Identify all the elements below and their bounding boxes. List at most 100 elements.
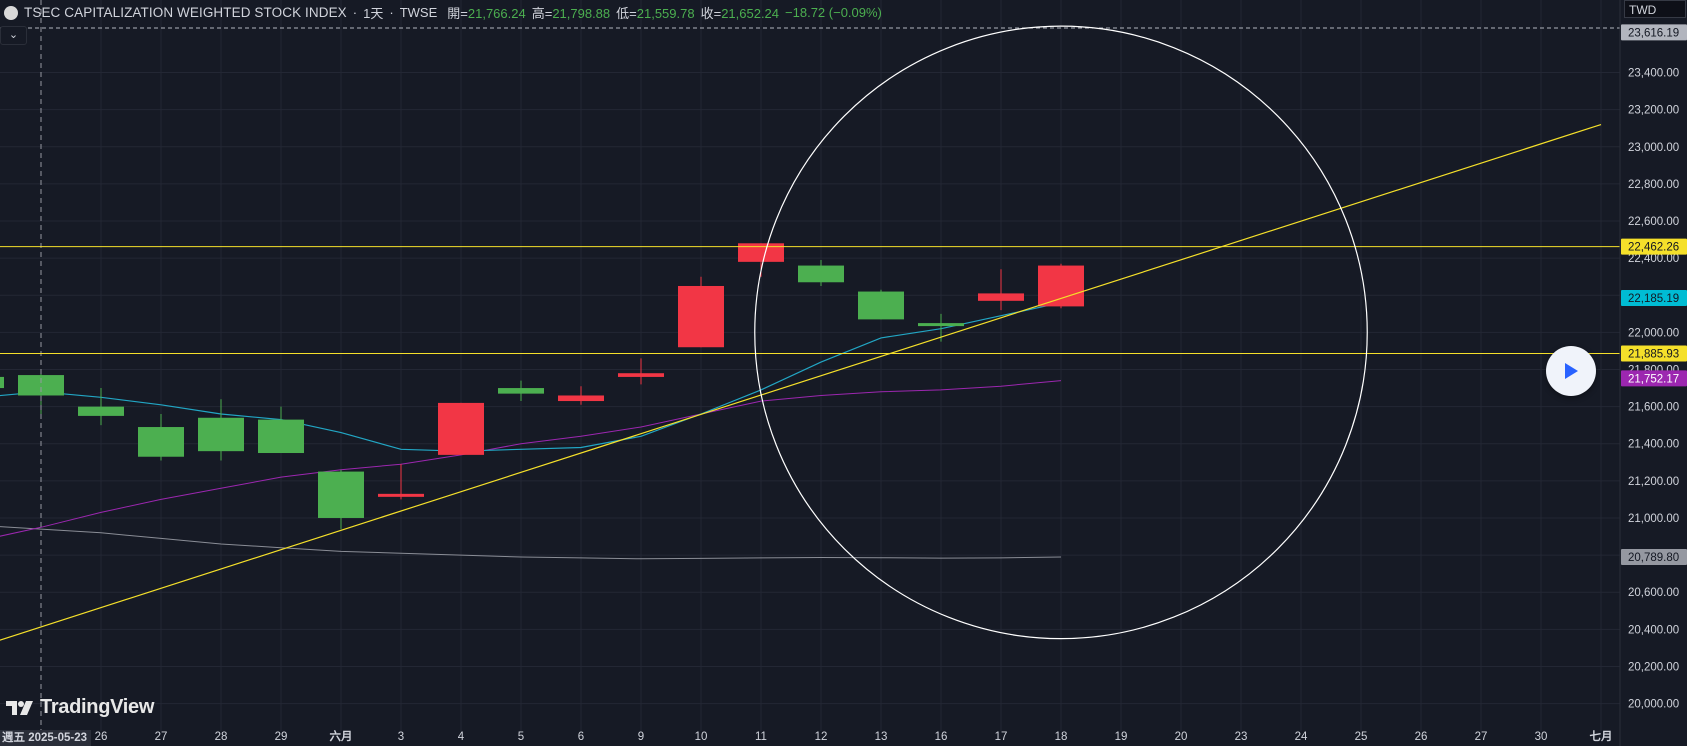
- tradingview-logo-text: TradingView: [40, 696, 155, 718]
- drawings: [0, 0, 1620, 730]
- candle-up[interactable]: [798, 265, 844, 283]
- x-tick-label: 26: [1415, 731, 1428, 743]
- y-tick-label: 20,600.00: [1628, 587, 1679, 599]
- x-tick-label: 26: [95, 731, 108, 743]
- y-tick-label: 21,600.00: [1628, 402, 1679, 414]
- indicator-lines: [0, 302, 1062, 560]
- candles: [0, 243, 1084, 530]
- y-tick-label: 23,200.00: [1628, 105, 1679, 117]
- x-tick-label: 6: [578, 731, 584, 743]
- candle-up[interactable]: [0, 376, 4, 389]
- y-tick-label: 21,000.00: [1628, 513, 1679, 525]
- price-label-bg: [1621, 548, 1687, 565]
- x-tick-label: 27: [1475, 731, 1488, 743]
- x-tick-label: 27: [155, 731, 168, 743]
- x-tick-label: 30: [1535, 731, 1548, 743]
- x-tick-label: 19: [1115, 731, 1128, 743]
- high-value: 21,798.88: [552, 6, 611, 21]
- y-tick-label: 22,800.00: [1628, 179, 1679, 191]
- candle-up[interactable]: [198, 417, 244, 452]
- price-label: 21,885.93: [1628, 349, 1679, 361]
- symbol-name[interactable]: TSEC CAPITALIZATION WEIGHTED STOCK INDEX: [24, 5, 347, 20]
- x-tick-label: 12: [815, 731, 828, 743]
- x-tick-label: 9: [638, 731, 644, 743]
- candle-up[interactable]: [18, 375, 64, 396]
- trend-line[interactable]: [0, 123, 1602, 641]
- candle-down[interactable]: [678, 285, 724, 348]
- price-label: 21,752.17: [1628, 373, 1679, 385]
- x-tick-label: 18: [1055, 731, 1068, 743]
- currency-button[interactable]: TWD: [1624, 0, 1686, 18]
- candle-down[interactable]: [438, 402, 484, 455]
- candle-up[interactable]: [858, 291, 904, 320]
- price-label-bg: [1621, 345, 1687, 362]
- symbol-logo-icon: [4, 5, 18, 20]
- x-tick-label: 六月: [330, 729, 353, 743]
- y-tick-label: 20,200.00: [1628, 661, 1679, 673]
- interval-label[interactable]: 1天: [363, 6, 384, 21]
- candle-down[interactable]: [618, 373, 664, 377]
- candle-down[interactable]: [978, 293, 1024, 301]
- candle-down[interactable]: [558, 395, 604, 402]
- close-value: 21,652.24: [721, 6, 780, 21]
- candle-down[interactable]: [738, 243, 784, 262]
- y-tick-label: 21,200.00: [1628, 476, 1679, 488]
- y-tick-label: 21,400.00: [1628, 439, 1679, 451]
- candle-up[interactable]: [258, 419, 304, 454]
- tradingview-logo-icon: [6, 700, 33, 715]
- open-value: 21,766.24: [467, 6, 526, 21]
- candle-down[interactable]: [1038, 265, 1084, 307]
- moving-average-long: [0, 526, 1062, 560]
- x-tick-label: 23: [1235, 731, 1248, 743]
- chevron-down-icon: ⌄: [8, 29, 19, 41]
- price-label-bg: [1621, 24, 1687, 41]
- price-label: 20,789.80: [1628, 552, 1679, 564]
- y-tick-label: 22,000.00: [1628, 327, 1679, 339]
- candle-down[interactable]: [378, 493, 424, 497]
- candle-up[interactable]: [498, 388, 544, 394]
- tradingview-logo[interactable]: TradingView: [6, 696, 154, 719]
- x-tick-label: 3: [398, 731, 404, 743]
- y-tick-label: 23,400.00: [1628, 68, 1679, 80]
- candle-up[interactable]: [138, 427, 184, 457]
- price-label: 23,616.19: [1628, 27, 1679, 39]
- circle-drawing[interactable]: [754, 25, 1368, 640]
- x-tick-label: 17: [995, 731, 1008, 743]
- x-tick-label: 29: [275, 731, 288, 743]
- candle-up[interactable]: [78, 406, 124, 416]
- x-tick-label: 28: [215, 731, 228, 743]
- change-value: −18.72 (−0.09%): [785, 5, 882, 20]
- high-label: 高=: [531, 6, 553, 21]
- x-tick-label: 10: [695, 731, 708, 743]
- x-tick-label: 七月: [1590, 729, 1613, 743]
- x-tick-label: 13: [875, 731, 888, 743]
- legend-collapse-button[interactable]: ⌄: [0, 26, 27, 45]
- play-icon: [1565, 363, 1578, 379]
- crosshair-date-label: 週五 2025-05-23: [0, 730, 92, 746]
- price-label: 22,462.26: [1628, 242, 1679, 254]
- x-tick-label: 20: [1175, 731, 1188, 743]
- low-label: 低=: [616, 6, 637, 21]
- symbol-legend[interactable]: TSEC CAPITALIZATION WEIGHTED STOCK INDEX…: [4, 3, 882, 22]
- exchange-label: TWSE: [399, 5, 438, 20]
- replay-button[interactable]: [1546, 346, 1596, 396]
- x-tick-label: 4: [458, 731, 465, 743]
- x-tick-label: 25: [1355, 731, 1368, 743]
- y-tick-label: 22,400.00: [1628, 253, 1679, 265]
- candle-up[interactable]: [318, 471, 364, 518]
- y-tick-label: 20,400.00: [1628, 624, 1679, 636]
- open-label: 開=: [447, 6, 468, 21]
- x-tick-label: 11: [755, 731, 767, 743]
- candle-up[interactable]: [918, 323, 964, 327]
- y-tick-label: 22,600.00: [1628, 216, 1679, 228]
- x-tick-label: 5: [518, 731, 524, 743]
- low-value: 21,559.78: [636, 6, 695, 21]
- y-tick-label: 23,000.00: [1628, 142, 1679, 154]
- price-label: 22,185.19: [1628, 293, 1679, 305]
- legend-separator: ·: [352, 5, 358, 20]
- x-tick-label: 16: [935, 731, 948, 743]
- price-label-bg: [1621, 238, 1687, 255]
- grid: [0, 0, 1620, 731]
